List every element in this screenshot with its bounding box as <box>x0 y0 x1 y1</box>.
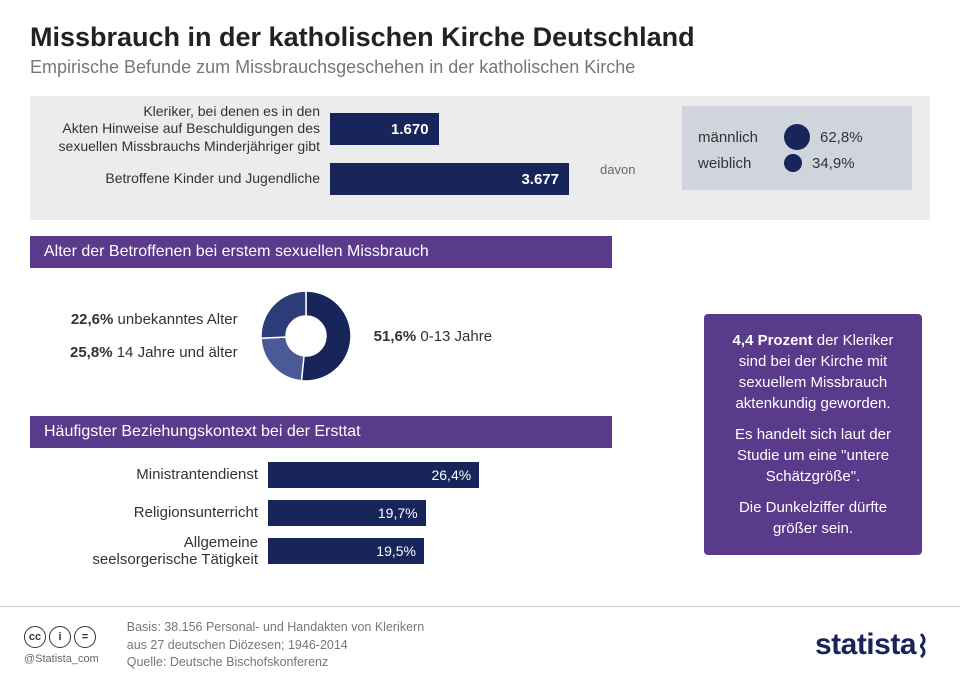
bar-fill: 3.677 <box>330 163 569 195</box>
statista-logo: statista <box>815 628 934 662</box>
context-bar-track: 19,5% <box>268 538 930 564</box>
age-section-header: Alter der Betroffenen bei erstem sexuell… <box>30 236 612 268</box>
donut-chart <box>256 286 356 386</box>
context-bar-row: Allgemeineseelsorgerische Tätigkeit19,5% <box>30 534 930 568</box>
cc-icon-row: cci= <box>24 626 96 648</box>
gender-breakdown-box: männlich 62,8% weiblich 34,9% <box>682 106 912 190</box>
cc-license-icons: cci= @Statista_com <box>24 626 99 665</box>
callout-line: 4,4 Prozent der Kleriker sind bei der Ki… <box>718 330 908 414</box>
cc-icon: cc <box>24 626 46 648</box>
context-bar-track: 19,7% <box>268 500 930 526</box>
donut-svg <box>256 286 356 386</box>
infographic-root: Missbrauch in der katholischen Kirche De… <box>0 0 960 684</box>
context-bar-label: Allgemeineseelsorgerische Tätigkeit <box>30 534 268 569</box>
cc-icon: = <box>74 626 96 648</box>
context-bar-fill: 19,5% <box>268 538 424 564</box>
gender-dot-icon <box>784 154 802 172</box>
donut-left-labels: 22,6% unbekanntes Alter 25,8% 14 Jahre u… <box>70 303 238 369</box>
bar-fill: 1.670 <box>330 113 439 145</box>
bar-label: Kleriker, bei denen es in denAkten Hinwe… <box>30 103 330 156</box>
footer-basis: Basis: 38.156 Personal- und Handakten vo… <box>127 619 424 654</box>
davon-label: davon <box>600 162 635 177</box>
donut-slice-14plus: 25,8% 14 Jahre und älter <box>70 336 238 369</box>
context-bar-label: Ministrantendienst <box>30 466 268 483</box>
context-bar-label: Religionsunterricht <box>30 504 268 521</box>
context-bar-fill: 19,7% <box>268 500 426 526</box>
context-bar-track: 26,4% <box>268 462 930 488</box>
bar-label: Betroffene Kinder und Jugendliche <box>30 170 330 188</box>
footer-source-text: Basis: 38.156 Personal- und Handakten vo… <box>127 619 424 672</box>
gender-dot-icon <box>784 124 810 150</box>
gender-pct: 62,8% <box>820 129 863 146</box>
context-section-header: Häufigster Beziehungskontext bei der Ers… <box>30 416 612 448</box>
twitter-handle: @Statista_com <box>24 653 99 665</box>
gender-label: weiblich <box>698 155 774 172</box>
statista-wave-icon <box>920 632 934 658</box>
donut-slice-unknown: 22,6% unbekanntes Alter <box>70 303 238 336</box>
context-bar-row: Religionsunterricht19,7% <box>30 496 930 530</box>
gender-pct: 34,9% <box>812 155 855 172</box>
page-title: Missbrauch in der katholischen Kirche De… <box>30 22 930 53</box>
context-bar-fill: 26,4% <box>268 462 479 488</box>
page-subtitle: Empirische Befunde zum Missbrauchsgesche… <box>30 57 930 78</box>
cc-icon: i <box>49 626 71 648</box>
gender-row: männlich 62,8% <box>698 124 896 150</box>
context-bar-row: Ministrantendienst26,4% <box>30 458 930 492</box>
context-bars: Ministrantendienst26,4%Religionsunterric… <box>30 448 930 568</box>
gender-row: weiblich 34,9% <box>698 154 896 172</box>
content-area: Missbrauch in der katholischen Kirche De… <box>0 0 960 568</box>
footer-quelle: Quelle: Deutsche Bischofskonferenz <box>127 654 424 672</box>
section-overview: Kleriker, bei denen es in denAkten Hinwe… <box>30 96 930 220</box>
donut-right-label: 51,6% 0-13 Jahre <box>374 328 492 345</box>
footer: cci= @Statista_com Basis: 38.156 Persona… <box>0 606 960 684</box>
gender-label: männlich <box>698 129 774 146</box>
